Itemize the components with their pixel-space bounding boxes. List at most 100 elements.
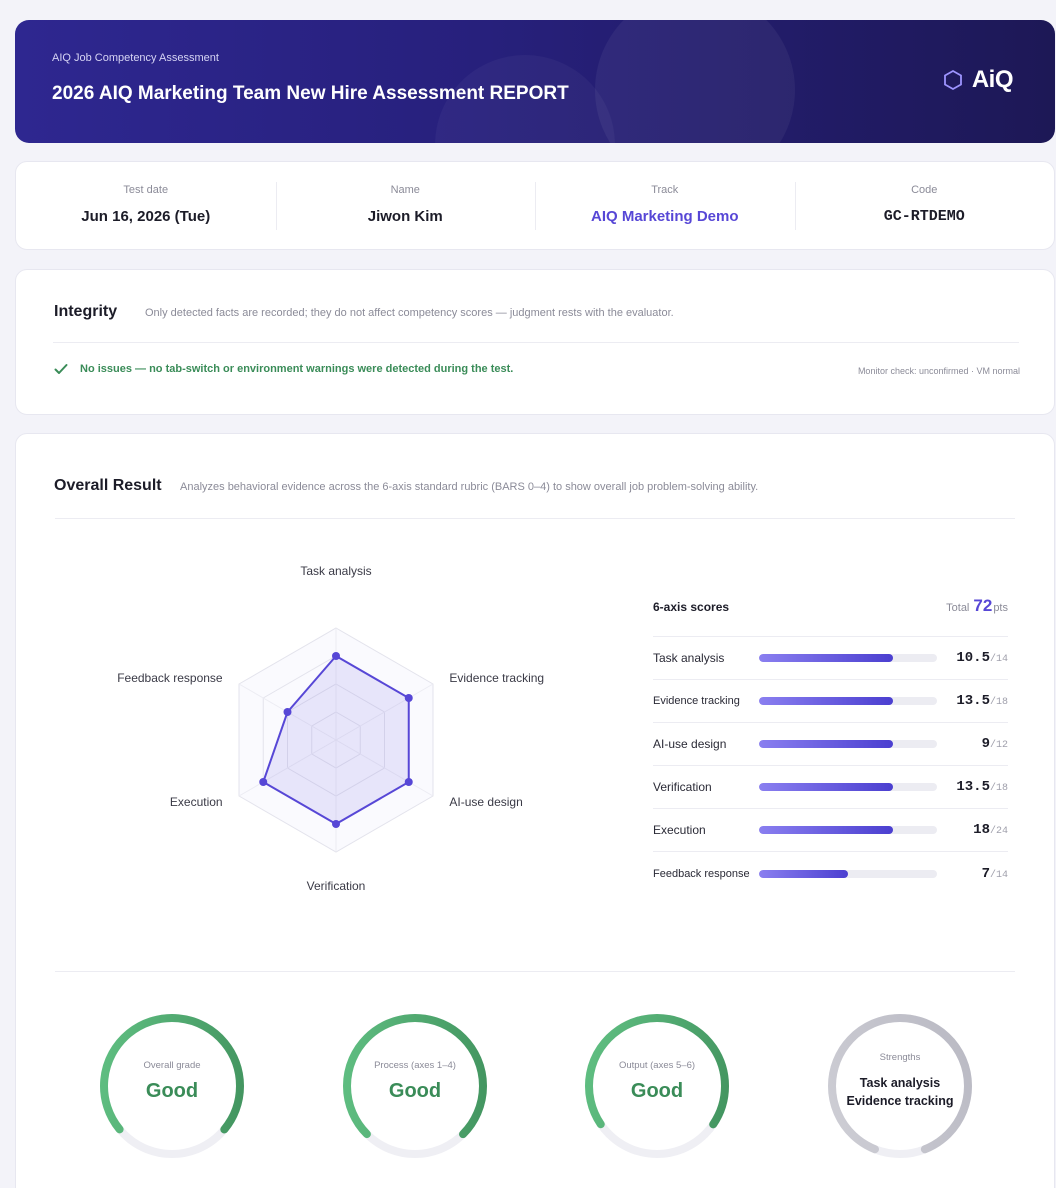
overall-result-card: Overall Result Analyzes behavioral evide…	[15, 433, 1055, 1188]
radar-spoke	[335, 739, 434, 797]
score-bar-track	[759, 869, 937, 878]
axis-name: Task analysis	[653, 651, 725, 665]
header-eyebrow: AIQ Job Competency Assessment	[52, 52, 219, 64]
radar-axis-label: AI-use design	[449, 795, 522, 809]
info-name: Name Jiwon Kim	[275, 162, 536, 249]
info-value: Jiwon Kim	[367, 208, 443, 225]
gauge-label: Overall grade	[143, 1060, 201, 1071]
axis-scores-panel: 6-axis scores Total 72pts Task analysis 10…	[653, 594, 1008, 895]
score-bar-fill	[759, 869, 848, 878]
axis-name: Feedback response	[653, 867, 750, 880]
radar-point	[404, 694, 413, 702]
radar-axis-label: Execution	[170, 795, 223, 809]
axis-name: Execution	[653, 823, 706, 837]
candidate-info-card: Test date Jun 16, 2026 (Tue) Name Jiwon …	[15, 161, 1055, 250]
info-code: Code GC-RTDEMO	[794, 162, 1055, 249]
total-label: Total	[946, 602, 970, 614]
radar-point	[404, 778, 413, 786]
gauge-arc	[100, 1014, 244, 1158]
score-bar-track	[759, 654, 937, 662]
axis-score: 10.5/14	[956, 650, 1008, 666]
info-track: Track AIQ Marketing Demo	[535, 162, 795, 249]
axis-score: 18/24	[973, 822, 1008, 838]
score-bar-fill	[759, 783, 893, 791]
info-label: Test date	[123, 184, 169, 196]
score-row: Execution 18/24	[653, 809, 1008, 852]
gauge-value: Good	[145, 1080, 199, 1102]
score-row: Feedback response 7/14	[653, 852, 1008, 895]
info-test-date: Test date Jun 16, 2026 (Tue)	[16, 162, 276, 249]
gauge-arc	[828, 1014, 972, 1158]
section-description: Analyzes behavioral evidence across the …	[180, 481, 759, 493]
axis-score: 13.5/18	[956, 779, 1008, 795]
monitor-status: Monitor check: unconfirmed · VM normal	[857, 366, 1020, 376]
axis-score: 9/12	[981, 736, 1008, 752]
score-row: Evidence tracking 13.5/18	[653, 680, 1008, 723]
score-bar-track	[759, 697, 937, 705]
divider	[55, 518, 1015, 519]
strength-item: Evidence tracking	[846, 1094, 954, 1108]
gauge-label: Output (axes 5–6)	[618, 1060, 696, 1071]
info-value: Jun 16, 2026 (Tue)	[81, 208, 211, 225]
radar-axis-label: Feedback response	[117, 671, 223, 685]
radar-point	[259, 778, 268, 786]
divider	[53, 342, 1019, 343]
score-bar-fill	[759, 740, 893, 748]
checkmark-icon	[54, 364, 68, 374]
gauge-ring	[343, 1014, 487, 1158]
score-bar-track	[759, 783, 937, 791]
strengths-list: Task analysis Evidence tracking	[820, 1074, 980, 1110]
gauge-label: Strengths	[879, 1052, 921, 1063]
axis-score: 7/14	[981, 865, 1008, 882]
info-value: GC-RTDEMO	[883, 208, 965, 225]
integrity-status: No issues — no tab-switch or environment…	[54, 363, 513, 375]
radar-point	[332, 652, 340, 660]
strength-item: Task analysis	[859, 1076, 941, 1090]
total-score: Total 72pts	[946, 596, 1008, 616]
axis-max: /14	[989, 654, 1008, 665]
score-bar-fill	[759, 826, 893, 834]
axis-name: Verification	[653, 780, 712, 794]
score-row: Verification 13.5/18	[653, 766, 1008, 809]
hexagon-icon	[943, 69, 962, 91]
gauge-ring	[828, 1014, 972, 1158]
gauge-label: Process (axes 1–4)	[374, 1060, 456, 1071]
section-title: Overall Result	[54, 477, 162, 494]
report-title: 2026 AIQ Marketing Team New Hire Assessm…	[52, 83, 569, 104]
gauge-output: Output (axes 5–6) Good	[577, 1006, 737, 1166]
gauge-ring	[585, 1014, 729, 1158]
axis-max: /24	[989, 826, 1008, 837]
axis-max: /18	[989, 697, 1008, 708]
info-label: Track	[651, 184, 679, 196]
gauge-ring	[100, 1014, 244, 1158]
scores-title: 6-axis scores	[653, 600, 730, 614]
gauge-value: Good	[630, 1080, 684, 1102]
axis-name: Evidence tracking	[653, 695, 740, 707]
divider	[55, 971, 1015, 972]
score-row: Task analysis 10.5/14	[653, 637, 1008, 680]
header-decoration	[595, 20, 795, 143]
track-link[interactable]: AIQ Marketing Demo	[590, 208, 739, 225]
radar-spoke	[335, 683, 434, 741]
axis-max: /12	[989, 740, 1008, 751]
radar-axis-label: Task analysis	[300, 564, 371, 578]
brand-logo: AiQ	[942, 66, 1014, 94]
scores-header: 6-axis scores Total 72pts	[653, 594, 1008, 637]
score-bar-fill	[759, 697, 893, 705]
logo-wordmark: AiQ	[971, 66, 1014, 93]
gauge-value: Good	[388, 1080, 442, 1102]
gauge-strengths: Strengths Task analysis Evidence trackin…	[820, 1006, 980, 1166]
score-bar-track	[759, 740, 937, 748]
radar-axis-label: Evidence tracking	[449, 671, 544, 685]
info-label: Name	[390, 184, 420, 196]
score-bar-fill	[759, 654, 893, 662]
score-row: AI-use design 9/12	[653, 723, 1008, 766]
radar-axis-label: Verification	[307, 879, 366, 893]
section-description: Only detected facts are recorded; they d…	[145, 307, 674, 319]
integrity-card: Integrity Only detected facts are record…	[15, 269, 1055, 415]
radar-spoke	[238, 739, 337, 797]
axis-max: /14	[989, 869, 1008, 881]
total-unit: pts	[993, 602, 1008, 614]
radar-point	[283, 708, 292, 716]
gauge-overall-grade: Overall grade Good	[92, 1006, 252, 1166]
